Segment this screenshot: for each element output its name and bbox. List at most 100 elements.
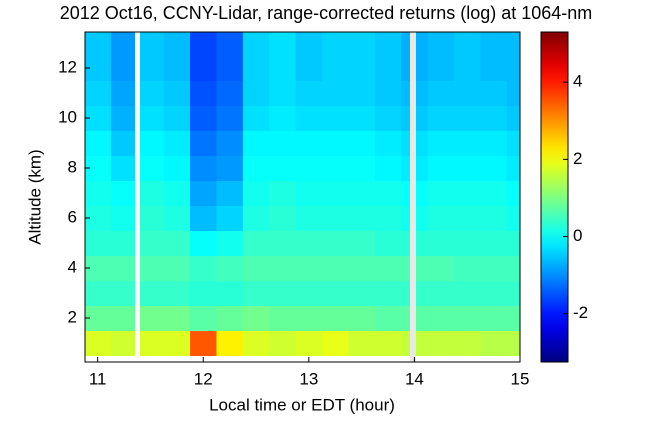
chart-title: 2012 Oct16, CCNY-Lidar, range-corrected … [60, 3, 593, 23]
heatmap-cell [242, 180, 270, 206]
heatmap-cell [242, 55, 270, 81]
heatmap-cell [190, 155, 217, 181]
heatmap-cell [295, 305, 323, 331]
heatmap-cell [480, 55, 508, 81]
heatmap-cell [348, 180, 376, 206]
heatmap-cell [348, 305, 376, 331]
heatmap-cell [374, 55, 402, 81]
heatmap-cell [137, 80, 165, 106]
heatmap-cell [480, 305, 508, 331]
heatmap-cell [480, 180, 508, 206]
heatmap-cell [506, 180, 520, 206]
heatmap-cell [269, 280, 297, 306]
heatmap-cell [295, 205, 323, 231]
heatmap-cell [295, 55, 323, 81]
heatmap-cell [269, 155, 297, 181]
heatmap-cell [480, 155, 508, 181]
heatmap-cell [242, 130, 270, 156]
heatmap-cell [190, 230, 217, 256]
heatmap-cell [480, 130, 508, 156]
heatmap-cell [137, 180, 165, 206]
heatmap-cell [242, 205, 270, 231]
heatmap-cell [295, 130, 323, 156]
heatmap-cell [216, 105, 244, 131]
heatmap-cell [190, 80, 217, 106]
heatmap-cell [374, 80, 402, 106]
heatmap-cell [427, 80, 455, 106]
heatmap-cell [374, 205, 402, 231]
heatmap-cell [190, 105, 217, 131]
y-tick-label: 10 [58, 107, 77, 126]
heatmap-cell [454, 32, 481, 56]
heatmap-cell [269, 55, 297, 81]
heatmap-cell [137, 230, 165, 256]
heatmap-cell [322, 230, 349, 256]
heatmap-cell [295, 105, 323, 131]
heatmap-cell [454, 205, 481, 231]
heatmap-cell [427, 255, 455, 281]
heatmap-cell [110, 255, 138, 281]
heatmap-cell [295, 80, 323, 106]
heatmap-cell [190, 32, 217, 56]
heatmap-cell [506, 130, 520, 156]
heatmap-cell [322, 130, 349, 156]
x-tick-label: 15 [511, 369, 530, 388]
heatmap-cell [269, 255, 297, 281]
x-tick-label: 13 [299, 369, 318, 388]
heatmap-cell [374, 280, 402, 306]
heatmap-cell [506, 230, 520, 256]
heatmap-cell [506, 105, 520, 131]
heatmap-cell [190, 330, 217, 356]
heatmap-cell [480, 255, 508, 281]
heatmap-cell [454, 180, 481, 206]
heatmap-cell [269, 230, 297, 256]
heatmap-cell [322, 330, 349, 356]
heatmap-cell [506, 330, 520, 356]
heatmap-cell [110, 205, 138, 231]
heatmap-cell [454, 280, 481, 306]
heatmap-cell [190, 55, 217, 81]
heatmap-cell [374, 32, 402, 56]
colorbar-tick-label: 4 [573, 72, 582, 91]
heatmap-cell [480, 330, 508, 356]
colorbar-tick-label: 0 [573, 226, 582, 245]
heatmap-cell [454, 255, 481, 281]
heatmap-cell [137, 155, 165, 181]
heatmap-cell [348, 230, 376, 256]
heatmap-cell [110, 130, 138, 156]
heatmap-cell [454, 330, 481, 356]
heatmap-cell [110, 155, 138, 181]
heatmap-cell [85, 230, 112, 256]
heatmap-cell [269, 305, 297, 331]
heatmap-cell [427, 305, 455, 331]
heatmap-cell [348, 80, 376, 106]
heatmap-cell [348, 130, 376, 156]
heatmap-cell [163, 155, 191, 181]
heatmap-cell [242, 32, 270, 56]
heatmap-cell [427, 130, 455, 156]
heatmap-cell [506, 280, 520, 306]
heatmap-cell [322, 205, 349, 231]
heatmap-cell [454, 55, 481, 81]
heatmap-cell [137, 130, 165, 156]
heatmap-cell [454, 230, 481, 256]
heatmap-cell [454, 305, 481, 331]
y-tick-label: 8 [68, 157, 77, 176]
heatmap-cell [295, 230, 323, 256]
heatmap-cell [348, 105, 376, 131]
heatmap-cell [163, 230, 191, 256]
heatmap-cell [480, 105, 508, 131]
heatmap-cell [137, 32, 165, 56]
heatmap-cell [110, 305, 138, 331]
heatmap-cell [242, 105, 270, 131]
heatmap-cell [190, 255, 217, 281]
colorbar-tick-label: 2 [573, 149, 582, 168]
heatmap-cell [427, 180, 455, 206]
heatmap-cell [295, 32, 323, 56]
plot-frame [84, 31, 521, 363]
heatmap-cell [480, 280, 508, 306]
heatmap-cell [85, 80, 112, 106]
heatmap-cell [190, 305, 217, 331]
x-tick-label: 11 [89, 369, 107, 388]
heatmap-cell [163, 105, 191, 131]
